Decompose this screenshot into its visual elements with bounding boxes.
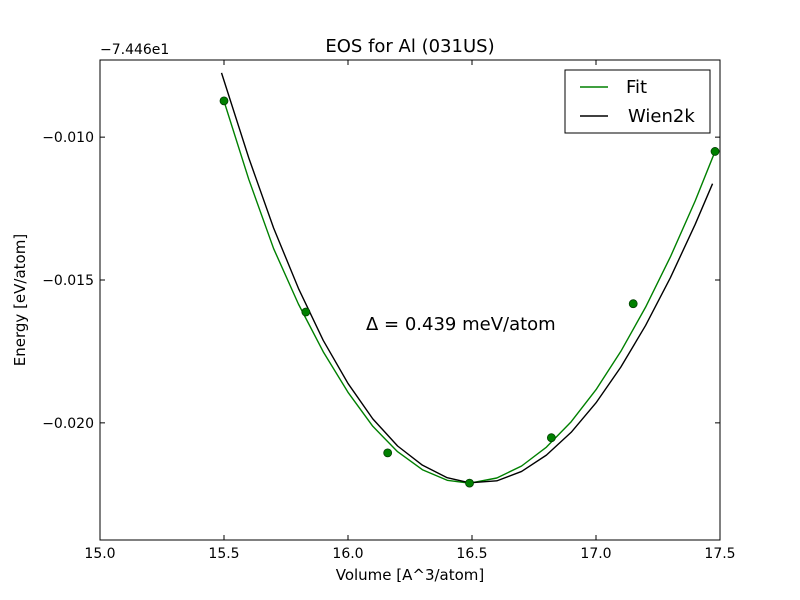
data-point xyxy=(546,433,556,443)
delta-annotation: Δ = 0.439 meV/atom xyxy=(366,314,556,335)
series-line-wien2k xyxy=(220,72,714,484)
series-line-fit xyxy=(223,100,716,484)
data-point xyxy=(628,299,638,309)
x-axis-label: Volume [A^3/atom] xyxy=(336,566,485,584)
chart-title: EOS for Al (031US) xyxy=(325,36,494,57)
x-tick-label: 17.5 xyxy=(704,546,735,562)
data-point xyxy=(710,147,720,156)
plot-marks xyxy=(219,72,720,488)
y-tick-label: −0.010 xyxy=(42,130,94,146)
plot-frame xyxy=(99,59,721,541)
y-tick-label: −0.020 xyxy=(42,416,94,432)
x-tick-label: 17.0 xyxy=(580,546,611,562)
x-tick-label: 16.0 xyxy=(332,546,363,562)
data-point xyxy=(301,307,311,317)
x-tick-label: 15.0 xyxy=(84,546,115,562)
data-point xyxy=(383,448,393,458)
y-axis-label: Energy [eV/atom] xyxy=(11,234,29,366)
y-offset-label: −7.446e1 xyxy=(100,42,169,58)
legend-wien2k-label: Wien2k xyxy=(628,106,695,127)
legend-box xyxy=(564,69,711,134)
data-point xyxy=(465,478,474,488)
legend: Fit Wien2k xyxy=(564,69,711,134)
x-tick-label: 16.5 xyxy=(456,546,487,562)
axis-ticks: 15.0 15.5 16.0 16.5 17.0 17.5 −0.010 −0.015 −0.0… xyxy=(42,60,736,562)
legend-fit-label: Fit xyxy=(626,77,647,98)
y-tick-label: −0.015 xyxy=(42,273,94,289)
data-point xyxy=(219,96,229,106)
x-tick-label: 15.5 xyxy=(208,546,239,562)
